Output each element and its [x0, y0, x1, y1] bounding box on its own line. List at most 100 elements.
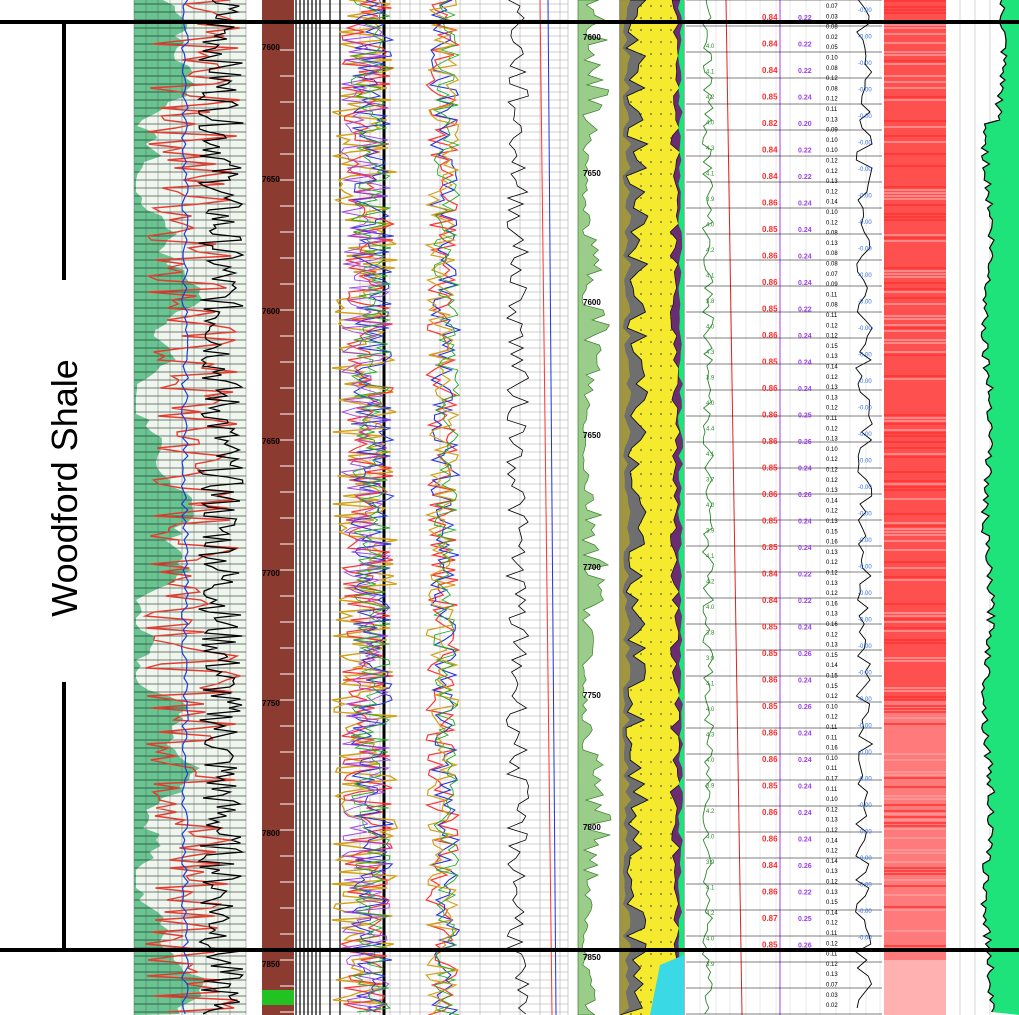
- band-stripe: [884, 219, 946, 221]
- value-small: 0.15: [826, 674, 838, 680]
- value-small: 0.14: [826, 663, 838, 669]
- sand-dot: [640, 557, 642, 559]
- band-stripe: [884, 12, 946, 14]
- value-purple: 0.24: [798, 784, 812, 791]
- value-small: 0.12: [826, 921, 838, 927]
- sand-dot: [660, 89, 662, 91]
- sand-dot: [650, 833, 652, 835]
- band-stripe: [884, 759, 946, 761]
- value-small: 0.13: [826, 117, 838, 123]
- sand-dot: [670, 545, 672, 547]
- value-small: 0.13: [826, 890, 838, 896]
- sand-dot: [670, 17, 672, 19]
- value-purple: 0.26: [798, 651, 812, 658]
- sand-dot: [660, 425, 662, 427]
- value-small: 0.15: [826, 900, 838, 906]
- value-red: 0.84: [762, 13, 778, 22]
- value-blue: -0.00: [858, 61, 872, 67]
- band-stripe: [884, 351, 946, 353]
- value-green: 4.0: [706, 401, 715, 407]
- value-red: 0.86: [762, 888, 778, 897]
- log-curve-black: [505, 0, 530, 1015]
- value-blue: -0.00: [858, 777, 872, 783]
- value-red: 0.86: [762, 384, 778, 393]
- lithology-green-patch: [262, 990, 294, 1005]
- sand-dot: [670, 689, 672, 691]
- sand-dot: [670, 893, 672, 895]
- sand-dot: [640, 641, 642, 643]
- value-red: 0.86: [762, 437, 778, 446]
- sand-dot: [640, 1013, 642, 1015]
- value-small: 0.11: [826, 292, 838, 298]
- band-stripe: [884, 687, 946, 689]
- value-small: 0.12: [826, 880, 838, 886]
- log-curve: [424, 0, 460, 1015]
- sand-dot: [670, 341, 672, 343]
- value-green: 4.0: [706, 223, 715, 229]
- value-small: 0.13: [826, 972, 838, 978]
- value-small: 0.12: [826, 849, 838, 855]
- band-stripe: [884, 429, 946, 431]
- value-purple: 0.24: [798, 810, 812, 817]
- band-stripe: [884, 330, 946, 332]
- sand-dot: [640, 593, 642, 595]
- band-stripe: [884, 711, 946, 713]
- sand-dot: [670, 677, 672, 679]
- gamma-curve-red: [142, 0, 243, 1013]
- value-small: 0.08: [826, 66, 838, 72]
- sand-dot: [670, 329, 672, 331]
- value-small: 0.08: [826, 303, 838, 309]
- value-small: 0.12: [826, 323, 838, 329]
- value-small: 0.11: [826, 787, 838, 793]
- value-green: 4.0: [706, 44, 715, 50]
- value-small: 0.13: [826, 395, 838, 401]
- sand-dot: [640, 1001, 642, 1003]
- value-purple: 0.26: [798, 492, 812, 499]
- value-green: 3.9: [706, 784, 715, 790]
- value-purple: 0.24: [798, 519, 812, 526]
- value-red: 0.85: [762, 702, 778, 711]
- sand-dot: [640, 473, 642, 475]
- value-purple: 0.22: [798, 174, 812, 181]
- pink-band-bottom: [884, 960, 946, 1015]
- band-stripe: [884, 417, 946, 419]
- sand-dot: [660, 65, 662, 67]
- sand-dot: [660, 173, 662, 175]
- sand-dot: [630, 101, 632, 103]
- sand-dot: [670, 665, 672, 667]
- value-small: 0.15: [826, 344, 838, 350]
- sand-dot: [650, 917, 652, 919]
- band-stripe: [884, 690, 946, 692]
- value-red: 0.86: [762, 835, 778, 844]
- value-green: 4.1: [706, 274, 715, 280]
- sand-dot: [660, 881, 662, 883]
- value-blue: -0.00: [858, 697, 872, 703]
- value-small: 0.13: [826, 612, 838, 618]
- value-small: 0.12: [826, 591, 838, 597]
- sand-dot: [650, 197, 652, 199]
- depth-label: 7600: [583, 33, 601, 42]
- band-stripe: [884, 276, 946, 278]
- sand-dot: [660, 485, 662, 487]
- value-small: 0.08: [826, 86, 838, 92]
- sand-dot: [670, 185, 672, 187]
- sand-dot: [660, 953, 662, 955]
- sand-dot: [660, 389, 662, 391]
- band-stripe: [884, 186, 946, 188]
- sand-dot: [650, 149, 652, 151]
- sand-dot: [650, 113, 652, 115]
- sand-dot: [650, 713, 652, 715]
- sand-dot: [650, 53, 652, 55]
- value-small: 0.11: [826, 735, 838, 741]
- value-small: 0.10: [826, 447, 838, 453]
- sand-dot: [670, 617, 672, 619]
- value-blue: -0.00: [858, 432, 872, 438]
- sand-dot: [650, 329, 652, 331]
- sand-dot: [650, 173, 652, 175]
- value-blue: -0.00: [858, 379, 872, 385]
- value-small: 0.13: [826, 385, 838, 391]
- value-small: 0.13: [826, 519, 838, 525]
- value-blue: -0.00: [858, 220, 872, 226]
- value-small: 0.15: [826, 529, 838, 535]
- value-purple: 0.22: [798, 15, 812, 22]
